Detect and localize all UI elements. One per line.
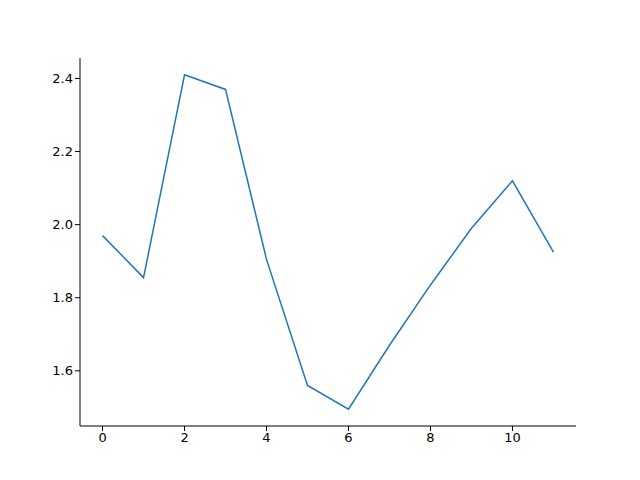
- svg-text:6: 6: [344, 430, 352, 445]
- svg-text:2.2: 2.2: [52, 144, 73, 159]
- svg-text:2.0: 2.0: [52, 217, 73, 232]
- svg-text:10: 10: [504, 430, 521, 445]
- svg-text:2.4: 2.4: [52, 71, 73, 86]
- svg-text:1.6: 1.6: [52, 363, 73, 378]
- svg-text:4: 4: [262, 430, 270, 445]
- svg-text:8: 8: [426, 430, 434, 445]
- svg-text:2: 2: [180, 430, 188, 445]
- svg-text:0: 0: [98, 430, 106, 445]
- svg-text:1.8: 1.8: [52, 290, 73, 305]
